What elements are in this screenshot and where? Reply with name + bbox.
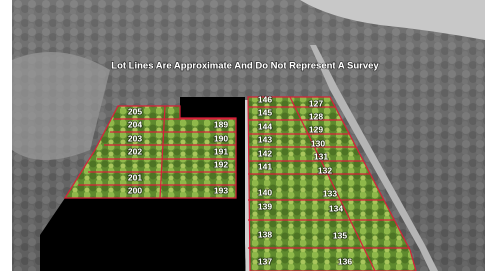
page: {"caption": "Lot Lines Are Approximate A… [0,0,498,271]
lot-number: 140 [258,187,272,197]
caption: Lot Lines Are Approximate And Do Not Rep… [111,61,379,72]
lot-number: 142 [258,148,272,158]
lot-number: 146 [258,94,272,104]
lot-number: 132 [318,165,332,175]
lot-number: 130 [311,138,325,148]
aerial-map: Lot Lines Are Approximate And Do Not Rep… [0,0,498,271]
mask [40,198,236,271]
lot-number: 204 [128,119,142,129]
frame [0,0,12,271]
lot-number: 137 [258,256,272,266]
lot-number: 136 [338,256,352,266]
lot-number: 192 [214,159,228,169]
lot-number: 191 [214,146,228,156]
lot-number: 129 [309,124,323,134]
lot-number: 135 [333,230,347,240]
lot-number: 189 [214,119,228,129]
lot-number: 200 [128,185,142,195]
lot-number: 201 [128,172,142,182]
lot-number: 203 [128,133,142,143]
lot-number: 190 [214,133,228,143]
lot-number: 145 [258,107,272,117]
lot-number: 143 [258,134,272,144]
lot-number: 193 [214,185,228,195]
lot-number: 138 [258,229,272,239]
frame [485,0,498,271]
lot-number: 144 [258,121,272,131]
mask [236,118,245,271]
lot-number: 134 [329,203,343,213]
lot-number: 133 [323,188,337,198]
lot-number: 141 [258,161,272,171]
lot-number: 202 [128,146,142,156]
lot-number: 205 [128,106,142,116]
lot-number: 127 [309,98,323,108]
mask [180,97,245,118]
lot-number: 131 [314,151,328,161]
lot-number: 128 [309,111,323,121]
lot-number: 139 [258,201,272,211]
